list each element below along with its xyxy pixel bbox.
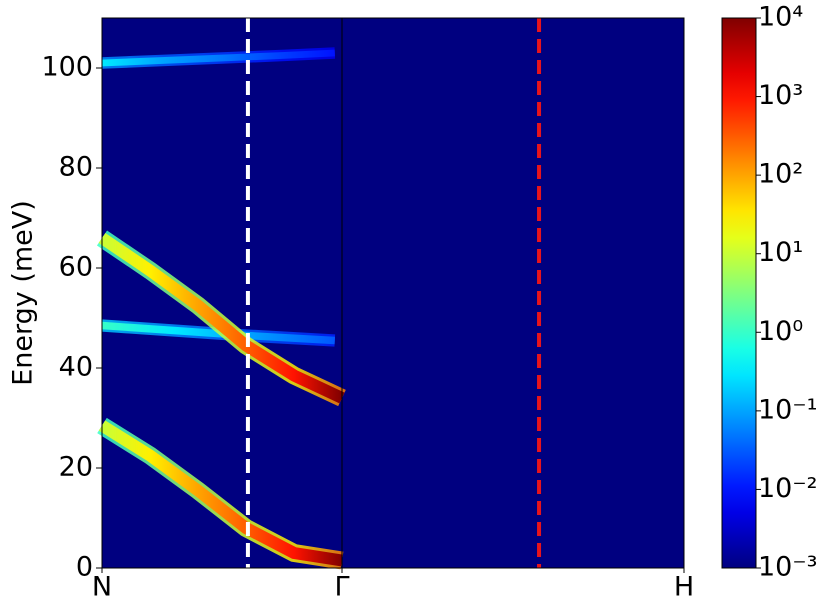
band bbox=[98, 420, 343, 567]
y-tick-label: 0 bbox=[76, 552, 93, 583]
x-tick-label: H bbox=[674, 572, 694, 603]
y-tick-label: 40 bbox=[59, 352, 93, 383]
y-axis-label: Energy (meV) bbox=[8, 200, 39, 386]
heatmap-background bbox=[102, 18, 684, 568]
plot-frame bbox=[101, 17, 685, 569]
band bbox=[101, 321, 336, 345]
y-tick-label: 60 bbox=[59, 252, 93, 283]
colorbar-tick-label: 10³ bbox=[758, 80, 803, 111]
colorbar-tick-label: 10⁴ bbox=[758, 2, 803, 33]
colorbar-tick-label: 10⁻² bbox=[758, 473, 817, 504]
y-tick-label: 20 bbox=[59, 452, 93, 483]
x-tick-label: N bbox=[92, 572, 112, 603]
colorbar-tick-label: 10⁻¹ bbox=[758, 394, 817, 425]
band bbox=[98, 233, 345, 404]
band bbox=[101, 49, 335, 67]
colorbar-tick-label: 10⁰ bbox=[758, 316, 803, 347]
colorbar-tick-label: 10⁻³ bbox=[758, 552, 817, 583]
y-tick-label: 100 bbox=[41, 52, 93, 83]
y-tick-label: 80 bbox=[59, 152, 93, 183]
colorbar bbox=[721, 17, 757, 569]
x-tick-label: Γ bbox=[334, 572, 349, 603]
colorbar-tick-label: 10¹ bbox=[758, 237, 803, 268]
colorbar-tick-label: 10² bbox=[758, 159, 803, 190]
